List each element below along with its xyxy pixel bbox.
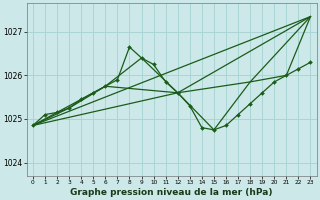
- X-axis label: Graphe pression niveau de la mer (hPa): Graphe pression niveau de la mer (hPa): [70, 188, 273, 197]
